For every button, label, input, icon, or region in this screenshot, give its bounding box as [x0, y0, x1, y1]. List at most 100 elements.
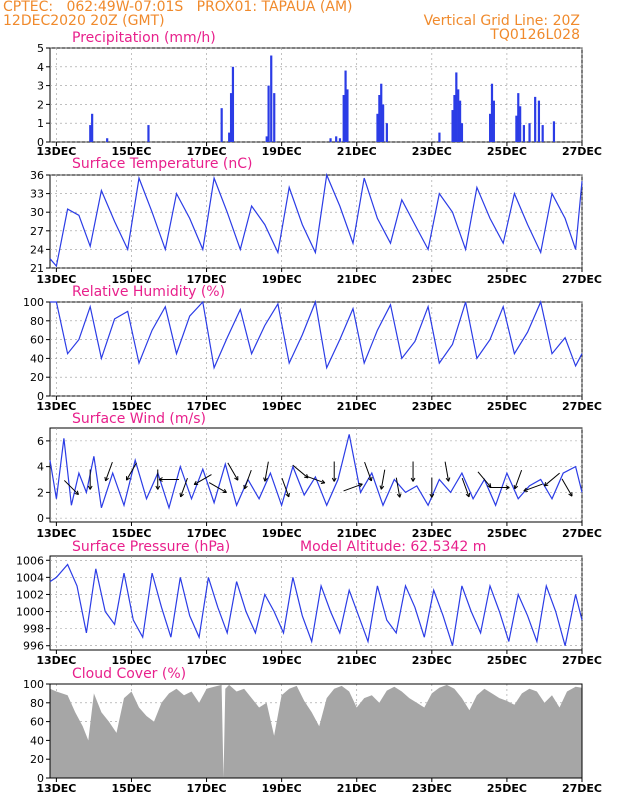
precip-bar — [515, 115, 518, 142]
wind-arrow-head — [304, 476, 309, 479]
wind-arrow — [63, 480, 79, 495]
wind-arrow-head — [179, 492, 182, 497]
wind-arrow-head — [505, 485, 510, 488]
wind-arrow-head — [158, 479, 163, 482]
y-tick-label: 40 — [30, 352, 44, 365]
x-tick-label: 15DEC — [111, 527, 151, 540]
header-line1-left: CPTEC: 062:49W-07:01S PROX01: TAPAUA (AM… — [3, 0, 353, 15]
x-tick-label: 23DEC — [412, 782, 452, 795]
precip-bar — [489, 113, 492, 142]
x-tick-label: 15DEC — [111, 782, 151, 795]
wind-arrow — [444, 461, 450, 482]
x-tick-label: 21DEC — [337, 527, 377, 540]
precip-bar — [329, 138, 332, 142]
x-tick-label: 25DEC — [487, 527, 527, 540]
y-tick-label: 2 — [37, 486, 44, 499]
precip-bar — [273, 93, 276, 142]
y-tick-label: 4 — [37, 461, 44, 474]
y-tick-label: 1000 — [16, 606, 44, 619]
x-tick-label: 13DEC — [36, 145, 76, 158]
y-tick-label: 0 — [37, 512, 44, 525]
precip-bar — [537, 100, 541, 142]
series-line — [49, 172, 583, 268]
x-tick-label: 21DEC — [337, 782, 377, 795]
wind-arrow — [543, 472, 560, 487]
precip-bar — [342, 95, 345, 142]
wind-arrow-head — [431, 493, 435, 498]
panel-title: Relative Humidity (%) — [72, 284, 225, 300]
wind-arrow-head — [359, 483, 363, 488]
wind-arrow-head — [158, 477, 163, 480]
wind-arrow — [193, 474, 212, 485]
wind-arrow — [523, 483, 543, 492]
y-tick-label: 0 — [37, 772, 44, 785]
precip-bar — [106, 138, 109, 142]
cloud-cover-area — [50, 684, 582, 778]
precip-bar — [89, 125, 92, 142]
x-tick-label: 23DEC — [412, 273, 452, 286]
wind-arrow-head — [486, 485, 491, 488]
precip-bar — [270, 55, 273, 142]
precip-bar — [385, 123, 388, 142]
y-tick-label: 33 — [30, 188, 44, 201]
y-tick-label: 100 — [23, 678, 44, 691]
precip-bar — [265, 136, 268, 142]
wind-arrow-head — [514, 485, 519, 490]
x-tick-label: 23DEC — [412, 527, 452, 540]
header-line2-right: Vertical Grid Line: 20Z — [423, 13, 580, 29]
precip-bar — [267, 85, 270, 142]
wind-arrow-head — [396, 493, 401, 498]
precip-bar — [517, 93, 520, 142]
precip-bar — [534, 96, 537, 142]
x-tick-label: 25DEC — [487, 273, 527, 286]
wind-arrow-head — [76, 490, 79, 495]
y-tick-label: 6 — [37, 435, 44, 448]
panel-frame — [49, 683, 583, 779]
precip-bar — [519, 106, 522, 142]
y-tick-label: 1006 — [16, 554, 44, 567]
wind-arrow — [514, 469, 523, 490]
wind-arrow-head — [513, 484, 516, 489]
precip-bar — [492, 100, 495, 142]
x-tick-label: 25DEC — [487, 400, 527, 413]
y-tick-label: 5 — [37, 42, 44, 55]
wind-arrow-head — [321, 479, 326, 484]
y-tick-label: 998 — [23, 623, 44, 636]
precip-bar — [490, 83, 494, 142]
wind-arrow-head — [288, 492, 290, 497]
wind-arrow-head — [223, 488, 227, 493]
precip-bar — [451, 110, 454, 142]
precip-bar — [458, 100, 462, 142]
x-tick-label: 15DEC — [111, 654, 151, 667]
wind-arrow — [126, 462, 137, 481]
model-altitude-annotation: Model Altitude: 62.5342 m — [300, 539, 486, 555]
precip-bar — [229, 93, 233, 142]
wind-arrow — [292, 464, 309, 479]
wind-arrow-head — [544, 484, 549, 487]
wind-arrow — [343, 483, 363, 492]
precip-bar — [541, 125, 544, 142]
x-tick-label: 19DEC — [262, 782, 302, 795]
x-tick-label: 17DEC — [187, 782, 227, 795]
wind-arrow-head — [285, 493, 290, 498]
x-tick-label: 19DEC — [262, 400, 302, 413]
wind-arrow — [208, 482, 227, 493]
y-tick-label: 60 — [30, 716, 44, 729]
wind-arrow-head — [445, 477, 449, 482]
x-tick-label: 27DEC — [562, 273, 602, 286]
wind-arrow-head — [505, 487, 510, 490]
wind-arrow-head — [543, 482, 547, 487]
precip-bar — [528, 123, 531, 142]
y-tick-label: 36 — [30, 169, 44, 182]
wind-arrow-head — [104, 476, 107, 481]
wind-arrow-head — [448, 477, 451, 482]
x-tick-label: 19DEC — [262, 273, 302, 286]
wind-arrow — [395, 477, 401, 498]
wind-arrow-head — [568, 493, 573, 497]
precip-bar — [338, 138, 342, 142]
series-line — [50, 299, 583, 370]
y-tick-label: 0 — [37, 390, 44, 403]
x-tick-label: 27DEC — [562, 400, 602, 413]
wind-arrow — [305, 475, 326, 484]
x-tick-label: 15DEC — [111, 145, 151, 158]
